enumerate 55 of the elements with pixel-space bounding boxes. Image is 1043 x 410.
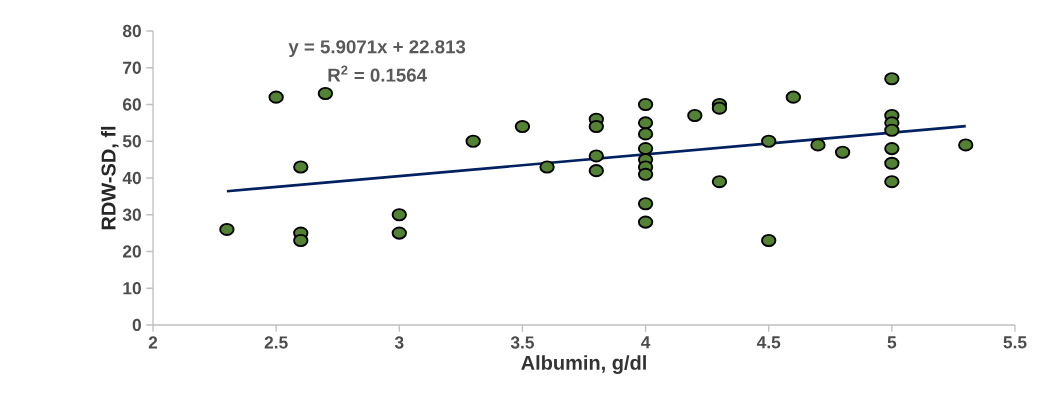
point [293, 160, 309, 174]
point [834, 145, 851, 159]
y-tick-label: 30 [122, 208, 141, 221]
point [637, 197, 654, 211]
x-tick-label: 5 [887, 336, 897, 349]
y-tick-label: 10 [123, 282, 141, 295]
point [219, 222, 235, 236]
point [268, 90, 284, 104]
point [588, 149, 604, 163]
point [391, 208, 407, 222]
point [958, 138, 974, 152]
x-axis-title: Albumin, g/dl [521, 355, 646, 374]
annotation: R$^{2}$ = 0.1564 [328, 65, 427, 82]
point [391, 226, 407, 240]
point [637, 215, 654, 229]
x-tick-label: 3 [394, 336, 404, 349]
y-tick-label: 70 [123, 61, 141, 74]
y-tick-label: 80 [122, 24, 141, 38]
y-tick-label: 40 [122, 171, 141, 185]
point [884, 123, 900, 137]
point [884, 142, 900, 156]
point [884, 156, 900, 170]
point [687, 108, 703, 123]
point [637, 142, 654, 156]
point [637, 116, 654, 130]
point [884, 175, 900, 189]
x-tick-label: 4 [641, 336, 651, 349]
point [711, 101, 728, 115]
point [637, 167, 654, 181]
point [711, 175, 728, 189]
point [465, 134, 481, 148]
point [317, 86, 334, 101]
point [785, 90, 801, 104]
y-tick-label: 60 [122, 98, 141, 111]
x-tick-label: 2 [148, 336, 158, 349]
y-tick-label: 20 [122, 245, 141, 258]
point [761, 134, 777, 148]
annotation: y = 5.9071x + 22.813 [288, 40, 466, 58]
point [539, 160, 555, 174]
point [514, 120, 531, 134]
y-tick-label: 50 [122, 135, 141, 148]
point [637, 127, 654, 141]
x-tick-label: 4.5 [756, 336, 781, 349]
x-tick-label: 2.5 [264, 336, 288, 349]
point [588, 164, 604, 178]
point [810, 138, 826, 152]
point [588, 120, 604, 134]
x-tick-label: 5.5 [1003, 336, 1027, 349]
point [884, 72, 900, 86]
point [761, 233, 777, 248]
point [637, 97, 654, 112]
x-tick-label: 3.5 [510, 336, 534, 349]
y-axis-title: RDW-SD, fl [100, 126, 119, 230]
point [293, 233, 309, 248]
y-tick-label: 0 [132, 318, 141, 332]
